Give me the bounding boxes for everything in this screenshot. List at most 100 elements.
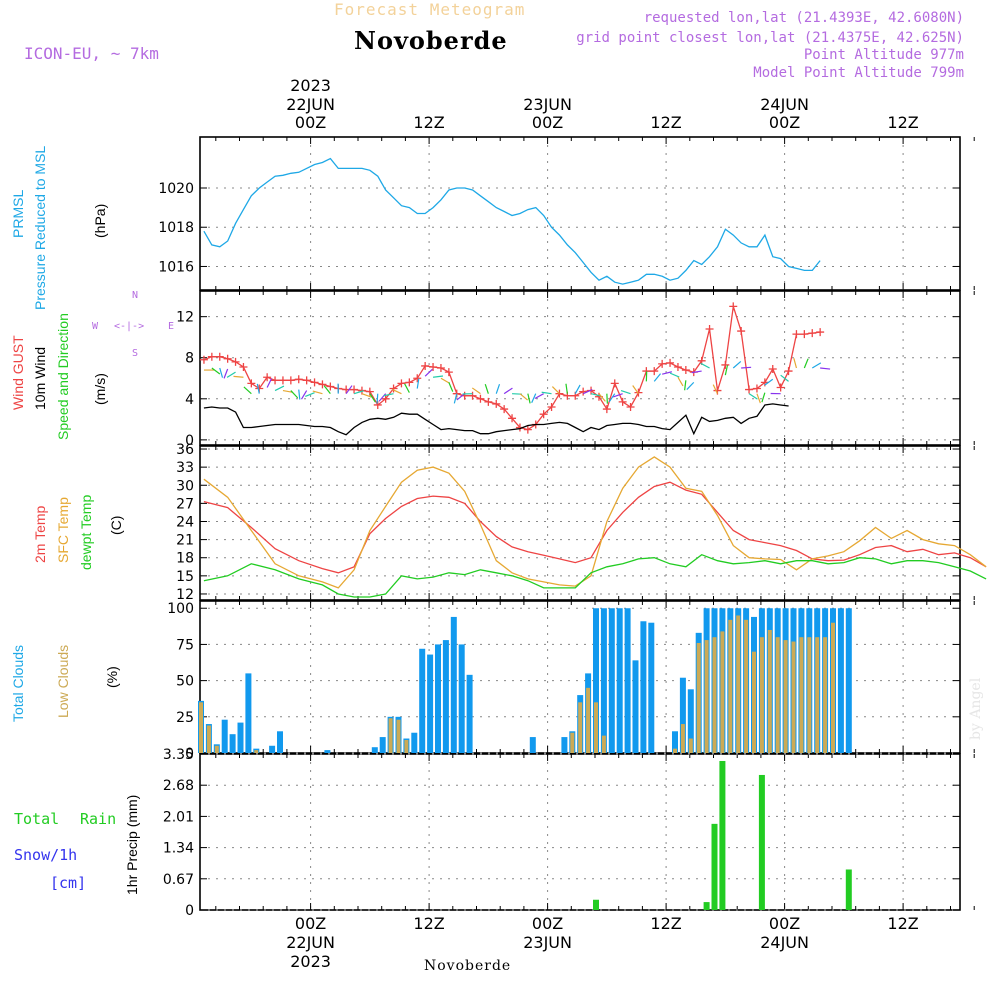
wind-arrow bbox=[606, 393, 608, 404]
bar-total-clouds bbox=[371, 747, 378, 753]
panel-frame-wind bbox=[199, 290, 961, 446]
top-date-label: 23JUN bbox=[523, 95, 572, 114]
bar-total-clouds bbox=[435, 644, 441, 753]
wind-arrow bbox=[484, 383, 489, 394]
bottom-year-label: 2023 bbox=[290, 952, 331, 971]
gust-marker bbox=[302, 376, 311, 385]
wind-arrow bbox=[574, 384, 581, 394]
bar-low-clouds bbox=[199, 702, 203, 753]
wind-arrow bbox=[527, 393, 531, 404]
gust-marker bbox=[436, 364, 445, 372]
y-tick-label: 27 bbox=[176, 496, 194, 512]
gust-marker bbox=[223, 354, 232, 363]
bar-total-clouds bbox=[632, 660, 639, 753]
requested-coords: requested lon,lat (21.4393E, 42.6080N) bbox=[643, 10, 964, 26]
bar-total-clouds bbox=[450, 616, 457, 753]
wind-arrow bbox=[531, 393, 537, 404]
bar-low-clouds bbox=[206, 725, 211, 753]
wind-arrow bbox=[432, 375, 444, 378]
gust-marker bbox=[800, 330, 809, 339]
gust-marker bbox=[247, 379, 256, 388]
gust-marker bbox=[492, 399, 501, 408]
top-hour-label: 00Z bbox=[769, 113, 800, 132]
y-tick-label: 50 bbox=[176, 674, 194, 690]
gust-marker bbox=[579, 387, 588, 396]
bar-total-clouds bbox=[277, 731, 283, 753]
wind-arrow bbox=[440, 377, 450, 384]
bar-total-clouds bbox=[687, 689, 694, 753]
gust-marker bbox=[650, 367, 659, 376]
bar-low-clouds bbox=[791, 641, 796, 753]
panel-frame-pressure bbox=[199, 136, 961, 291]
gust-marker bbox=[508, 414, 517, 423]
bar-low-clouds bbox=[578, 702, 583, 753]
bar-low-clouds bbox=[720, 631, 725, 753]
gust-marker bbox=[397, 379, 406, 388]
bottom-date-label: 22JUN bbox=[286, 933, 335, 952]
gust-marker bbox=[421, 361, 430, 370]
bottom-date-label: 24JUN bbox=[760, 933, 809, 952]
y-tick-label: 100 bbox=[167, 601, 194, 617]
y-tick-label: 12 bbox=[176, 587, 194, 603]
wind-arrow bbox=[404, 383, 410, 393]
bar-low-clouds bbox=[570, 732, 575, 753]
gust-marker bbox=[207, 352, 216, 361]
wind-arrow bbox=[495, 384, 501, 394]
compass-w: W bbox=[92, 321, 99, 332]
bottom-hour-label: 12Z bbox=[887, 914, 918, 933]
precip-snow-unit: [cm] bbox=[50, 874, 87, 892]
bar-low-clouds bbox=[767, 629, 772, 753]
wind-arrow bbox=[534, 393, 544, 400]
wind-arrow bbox=[598, 393, 606, 402]
wind-arrow bbox=[691, 370, 702, 374]
bar-total-clouds bbox=[245, 673, 252, 753]
wind-arrow bbox=[684, 380, 687, 391]
y-tick-label: 21 bbox=[176, 533, 194, 549]
wind-arrow bbox=[793, 358, 798, 369]
wind-arrow bbox=[345, 385, 353, 395]
wind-arrow bbox=[541, 391, 552, 395]
wind-arrow bbox=[756, 393, 761, 404]
series-sfc-temp bbox=[203, 456, 987, 589]
gust-marker bbox=[381, 394, 390, 403]
series-10m-wind bbox=[203, 403, 789, 436]
top-hour-label: 00Z bbox=[295, 113, 326, 132]
gust-marker bbox=[610, 379, 619, 388]
bar-low-clouds bbox=[254, 750, 259, 753]
bar-low-clouds bbox=[704, 640, 709, 753]
wind-arrow bbox=[223, 368, 229, 379]
wind-arrow bbox=[653, 373, 662, 382]
series-dewpt-temp bbox=[203, 553, 987, 598]
gust-marker bbox=[239, 362, 248, 371]
bar-total-rain bbox=[703, 902, 710, 910]
gust-marker bbox=[263, 373, 272, 382]
bar-total-clouds bbox=[411, 732, 418, 753]
wind-arrow bbox=[361, 393, 372, 398]
bar-low-clouds bbox=[783, 640, 788, 753]
gust-marker bbox=[484, 397, 493, 406]
gust-marker bbox=[318, 380, 327, 389]
bottom-hour-label: 00Z bbox=[532, 914, 563, 933]
wind-arrow bbox=[274, 385, 285, 392]
gust-marker bbox=[673, 362, 682, 371]
bar-total-clouds bbox=[529, 737, 536, 753]
bar-low-clouds bbox=[807, 637, 812, 753]
top-hour-label: 00Z bbox=[532, 113, 563, 132]
wind-arrow bbox=[741, 366, 752, 369]
wind-arrow bbox=[551, 386, 560, 395]
gust-marker bbox=[215, 352, 224, 361]
bar-total-clouds bbox=[845, 608, 852, 753]
gust-marker bbox=[745, 385, 754, 394]
bar-low-clouds bbox=[823, 637, 828, 753]
gust-marker bbox=[405, 378, 414, 387]
y-tick-label: 33 bbox=[176, 460, 194, 476]
bar-total-rain bbox=[719, 760, 726, 910]
wind-arrow bbox=[233, 375, 244, 378]
bar-low-clouds bbox=[736, 615, 741, 753]
wind-arrow bbox=[312, 390, 323, 395]
gust-marker bbox=[444, 368, 453, 377]
gust-marker bbox=[294, 375, 303, 384]
wind-arrow bbox=[453, 393, 458, 404]
bar-total-rain bbox=[845, 869, 852, 910]
